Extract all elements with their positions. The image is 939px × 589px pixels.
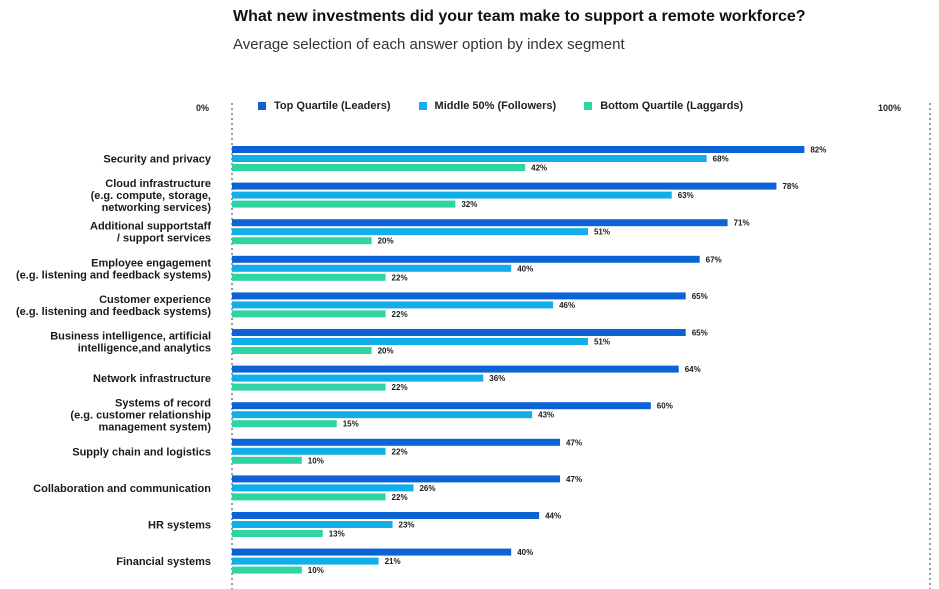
legend-swatch-followers — [418, 102, 427, 110]
category-label: Additional supportstaff / support service… — [90, 221, 211, 245]
bar — [232, 475, 561, 483]
data-label: 10% — [308, 566, 324, 575]
category-label: Cloud infrastructure (e.g. compute, stora… — [91, 178, 212, 214]
bar — [232, 182, 777, 190]
data-label: 22% — [392, 493, 408, 502]
data-label: 20% — [378, 237, 394, 246]
bar — [232, 566, 302, 574]
bar — [232, 530, 323, 537]
data-label: 42% — [531, 164, 547, 173]
category-label: Customer experience (e.g. listening and f… — [16, 294, 211, 318]
data-label: 13% — [329, 530, 345, 539]
bar — [232, 164, 526, 171]
data-label: 40% — [517, 548, 533, 557]
bar — [232, 402, 651, 410]
data-label: 26% — [419, 484, 435, 493]
legend-item-leaders: Top Quartile (Leaders) — [258, 100, 391, 112]
data-label: 64% — [685, 365, 701, 374]
category-label: Employee engagement (e.g. listening and f… — [16, 257, 211, 281]
data-label: 47% — [566, 475, 582, 484]
legend-label-leaders: Top Quartile (Leaders) — [274, 100, 391, 112]
data-label: 47% — [566, 438, 582, 447]
data-label: 40% — [517, 264, 533, 273]
bar — [232, 146, 805, 153]
data-label: 67% — [706, 255, 722, 264]
bar — [232, 310, 386, 318]
bar — [232, 438, 561, 446]
data-label: 71% — [734, 219, 750, 228]
category-label: Financial systems — [116, 556, 211, 568]
bar — [232, 548, 512, 556]
bar — [232, 255, 700, 263]
data-label: 22% — [392, 383, 408, 392]
data-label: 51% — [594, 228, 610, 237]
bar — [232, 219, 728, 227]
bar — [232, 484, 414, 492]
data-label: 46% — [559, 301, 575, 310]
category-label: HR systems — [148, 520, 211, 532]
bar — [232, 512, 540, 519]
bar — [232, 365, 679, 373]
category-label: Network infrastructure — [93, 373, 211, 385]
data-label: 51% — [594, 338, 610, 347]
bar — [232, 228, 588, 236]
legend-label-laggards: Bottom Quartile (Laggards) — [600, 100, 744, 112]
legend-item-followers: Middle 50% (Followers) — [418, 100, 557, 112]
bar — [232, 329, 686, 336]
category-label: Systems of record (e.g. customer relation… — [70, 398, 211, 434]
data-label: 22% — [392, 310, 408, 319]
data-label: 65% — [692, 292, 708, 301]
bar — [232, 383, 386, 391]
bar — [232, 521, 393, 528]
legend-item-laggards: Bottom Quartile (Laggards) — [584, 100, 743, 112]
bar — [232, 420, 337, 428]
bar — [232, 347, 372, 354]
data-label: 44% — [545, 512, 561, 521]
data-label: 60% — [657, 402, 673, 411]
data-label: 36% — [489, 374, 505, 383]
bar — [232, 191, 672, 199]
data-label: 78% — [782, 182, 798, 191]
axis-min-label: 0% — [196, 103, 210, 113]
data-label: 68% — [713, 155, 729, 164]
bar — [232, 338, 588, 345]
category-label: Business intelligence, artificial intelli… — [50, 331, 211, 355]
bar — [232, 292, 686, 300]
data-label: 15% — [343, 420, 359, 429]
bar — [232, 557, 379, 565]
legend-swatch-laggards — [584, 102, 593, 110]
legend-swatch-leaders — [258, 102, 266, 110]
data-label: 43% — [538, 411, 554, 420]
data-label: 21% — [385, 557, 401, 566]
data-label: 23% — [399, 521, 415, 530]
bar — [232, 411, 533, 419]
bar — [232, 374, 484, 382]
bar — [232, 447, 386, 455]
data-label: 65% — [692, 329, 708, 338]
chart-title: What new investments did your team make … — [233, 8, 806, 25]
data-label: 82% — [810, 146, 826, 155]
bar — [232, 493, 386, 501]
data-label: 32% — [461, 200, 477, 209]
data-label: 20% — [378, 347, 394, 356]
category-label: Security and privacy — [103, 154, 211, 166]
category-label: Supply chain and logistics — [72, 446, 211, 458]
chart-legend: Top Quartile (Leaders) Middle 50% (Follo… — [258, 100, 743, 112]
bar — [232, 200, 456, 208]
category-label: Collaboration and communication — [33, 483, 211, 495]
bar — [232, 264, 512, 272]
chart-subtitle: Average selection of each answer option … — [233, 36, 625, 53]
legend-label-followers: Middle 50% (Followers) — [434, 100, 557, 112]
data-label: 63% — [678, 191, 694, 200]
data-label: 22% — [392, 273, 408, 282]
axis-max-label: 100% — [878, 103, 902, 113]
bar — [232, 237, 372, 245]
bar — [232, 301, 554, 309]
bar — [232, 456, 302, 464]
data-label: 10% — [308, 456, 324, 465]
bar — [232, 155, 707, 162]
data-label: 22% — [392, 447, 408, 456]
bar — [232, 273, 386, 281]
